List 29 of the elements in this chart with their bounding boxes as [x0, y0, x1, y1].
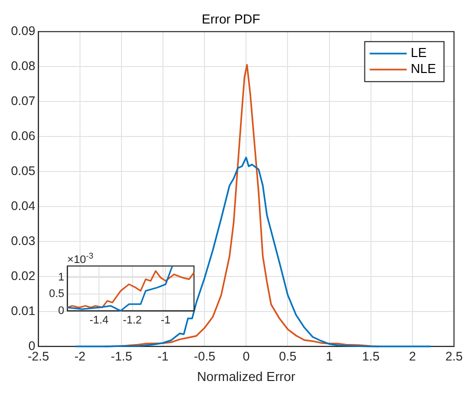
y-tick-label: 0.05 — [10, 164, 36, 178]
x-tick-label: -0.5 — [194, 349, 216, 364]
x-tick-label: 0.5 — [279, 349, 296, 364]
x-tick-label: 1.5 — [362, 349, 380, 364]
chart-title: Error PDF — [202, 11, 260, 26]
y-tick-label: 0.01 — [10, 304, 36, 318]
y-tick-label: 0.06 — [10, 128, 36, 143]
x-tick-label: 2 — [408, 349, 416, 364]
x-tick-label: -2 — [74, 349, 86, 364]
x-tick-label: -1 — [160, 314, 171, 326]
legend-label: LE — [410, 45, 427, 60]
y-tick-label: 0.03 — [10, 234, 36, 248]
x-tick-label: -1 — [157, 349, 169, 364]
x-tick-label: 2.5 — [445, 349, 463, 364]
x-tick-label: 1 — [326, 349, 333, 364]
x-tick-label: 0 — [242, 349, 250, 364]
x-axis-title: Normalized Error — [197, 368, 296, 384]
y-tick-label: 0.02 — [10, 268, 36, 283]
y-tick-label: 0.5 — [48, 288, 64, 300]
x-tick-label: -1.4 — [89, 314, 108, 326]
y-tick-label: 0 — [58, 304, 64, 317]
y-tick-label: 0.08 — [10, 59, 36, 74]
x-tick-label: -1.2 — [122, 314, 142, 326]
y-tick-label: 0.09 — [10, 24, 36, 38]
x-tick-label: -1.5 — [110, 349, 132, 364]
y-tick-label: 1 — [58, 272, 64, 284]
y-tick-label: 0.07 — [10, 94, 36, 108]
legend-label: NLE — [410, 61, 436, 76]
y-tick-label: 0.04 — [10, 198, 36, 213]
